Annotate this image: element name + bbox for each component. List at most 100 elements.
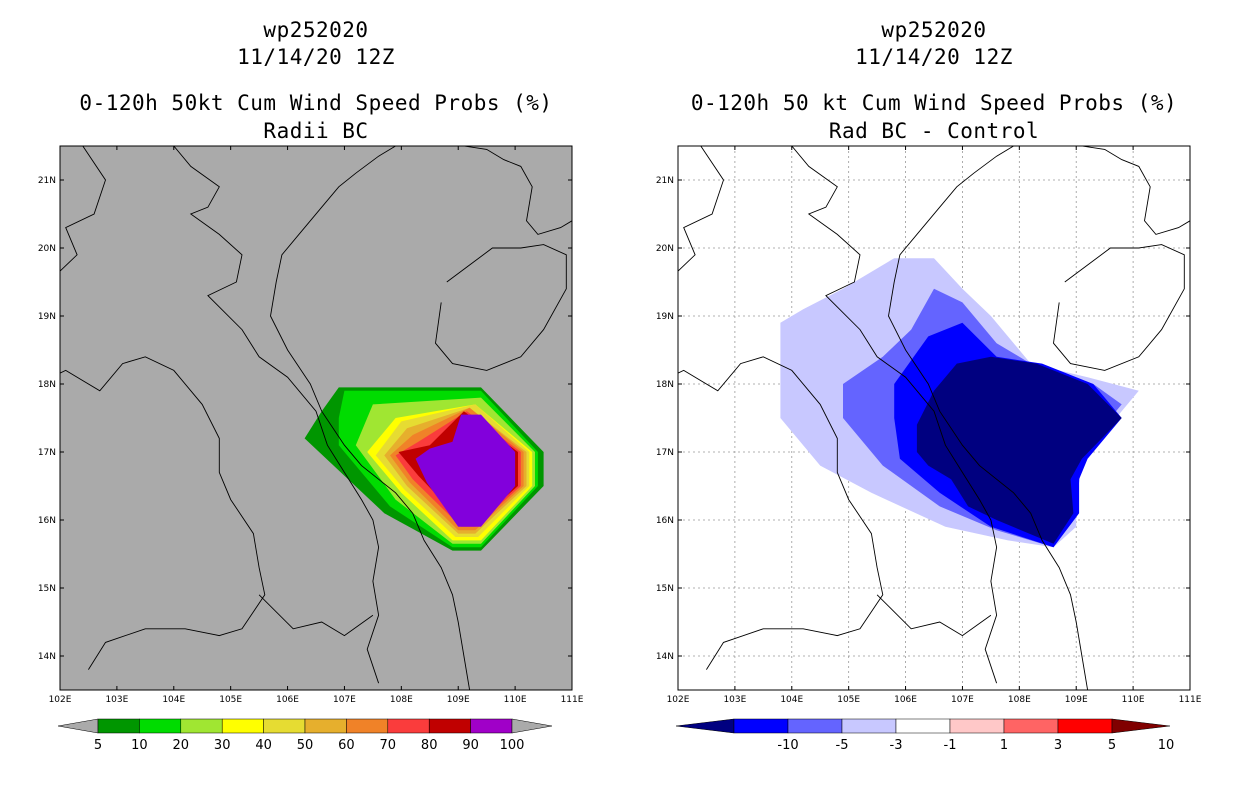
left-chart-subtitle: Radii BC — [263, 119, 369, 143]
x-tick-label: 108E — [390, 695, 413, 705]
colorbar-swatch — [263, 718, 306, 734]
colorbar-label: 40 — [255, 738, 272, 753]
map-frame — [677, 145, 1191, 691]
colorbar-label: -1 — [944, 738, 957, 753]
x-tick-label: 106E — [276, 695, 299, 705]
right-chart-subtitle: Rad BC - Control — [828, 119, 1040, 143]
coastline — [173, 146, 380, 684]
colorbar-swatch — [1003, 718, 1059, 734]
colorbar-swatch — [787, 718, 843, 734]
colorbar-label: 3 — [1054, 738, 1062, 753]
y-tick-label: 17N — [656, 448, 674, 458]
x-tick-label: 109E — [447, 695, 470, 705]
coastline — [1013, 146, 1190, 235]
colorbar-label: 50 — [297, 738, 314, 753]
colorbar-label: -5 — [836, 738, 849, 753]
x-tick-label: 107E — [951, 695, 974, 705]
left-storm-id: wp252020 — [263, 18, 369, 42]
map-frame — [59, 145, 573, 691]
colorbar-swatch — [841, 718, 897, 734]
colorbar-swatch — [733, 718, 789, 734]
left-colorbar: 5 10 20 30 40 50 60 70 80 90 100 — [57, 718, 553, 753]
colorbar-swatch — [304, 718, 347, 734]
coastline — [876, 594, 992, 637]
x-tick-label: 107E — [333, 695, 356, 705]
y-tick-label: 16N — [656, 516, 674, 526]
colorbar-low-arrow — [675, 718, 735, 734]
colorbar-label: 70 — [380, 738, 397, 753]
x-tick-label: 105E — [219, 695, 242, 705]
left-datetime: 11/14/20 12Z — [237, 45, 395, 69]
colorbar-swatch — [949, 718, 1005, 734]
y-tick-label: 18N — [38, 380, 56, 390]
y-tick-label: 15N — [656, 584, 674, 594]
y-tick-label: 21N — [656, 176, 674, 186]
x-tick-label: 105E — [837, 695, 860, 705]
colorbar-low-arrow — [57, 718, 99, 734]
x-tick-label: 103E — [723, 695, 746, 705]
colorbar-swatch — [895, 718, 951, 734]
right-map-panel: 14N 15N 16N 17N 18N 19N 20N 21N 102E 103E 104E 105E… — [656, 145, 1202, 705]
right-chart-title: 0-120h 50 kt Cum Wind Speed Probs (%) — [690, 91, 1178, 115]
colorbar-label: 5 — [1108, 738, 1116, 753]
x-tick-label: 108E — [1008, 695, 1031, 705]
left-chart-title: 0-120h 50kt Cum Wind Speed Probs (%) — [79, 91, 553, 115]
y-tick-label: 14N — [38, 652, 56, 662]
colorbar-label: -10 — [777, 738, 798, 753]
colorbar-swatch — [221, 718, 264, 734]
colorbar-label: 100 — [500, 738, 525, 753]
y-tick-label: 20N — [38, 244, 56, 254]
colorbar-label: 80 — [421, 738, 438, 753]
colorbar-swatch — [470, 718, 513, 734]
coastline — [435, 244, 567, 371]
colorbar-swatch — [97, 718, 140, 734]
x-tick-label: 109E — [1065, 695, 1088, 705]
colorbar-swatch — [428, 718, 471, 734]
colorbar-swatch — [180, 718, 223, 734]
coastline — [60, 146, 266, 670]
coastline — [1053, 244, 1185, 371]
colorbar-label: 10 — [131, 738, 148, 753]
colorbar-label: 1 — [1000, 738, 1008, 753]
coastline — [791, 146, 998, 684]
colorbar-label: 30 — [214, 738, 231, 753]
left-map-panel: 14N 15N 16N 17N 18N 19N 20N 21N 102E 103E 104E 105E… — [38, 145, 584, 705]
x-tick-label: 104E — [162, 695, 185, 705]
coastline — [678, 146, 884, 670]
x-tick-label: 110E — [504, 695, 527, 705]
right-storm-id: wp252020 — [881, 18, 987, 42]
colorbar-swatch — [1057, 718, 1113, 734]
y-tick-label: 17N — [38, 448, 56, 458]
colorbar-swatch — [139, 718, 182, 734]
y-tick-label: 15N — [38, 584, 56, 594]
y-tick-label: 19N — [38, 312, 56, 322]
colorbar-swatch — [387, 718, 430, 734]
y-tick-label: 16N — [38, 516, 56, 526]
colorbar-label: 20 — [173, 738, 190, 753]
x-tick-label: 111E — [561, 695, 584, 705]
colorbar-high-arrow — [511, 718, 553, 734]
x-tick-label: 110E — [1122, 695, 1145, 705]
contour-level-90 — [415, 414, 516, 527]
y-tick-label: 19N — [656, 312, 674, 322]
coastline — [888, 146, 1089, 690]
contour-level-neg10 — [916, 356, 1122, 544]
x-tick-label: 102E — [667, 695, 690, 705]
y-tick-label: 14N — [656, 652, 674, 662]
colorbar-label: 5 — [94, 738, 102, 753]
colorbar-label: -3 — [890, 738, 903, 753]
colorbar-label: 90 — [462, 738, 479, 753]
coastline — [395, 146, 572, 235]
colorbar-swatch — [346, 718, 389, 734]
colorbar-label: 60 — [338, 738, 355, 753]
x-tick-label: 104E — [780, 695, 803, 705]
x-tick-label: 103E — [105, 695, 128, 705]
coastline — [258, 594, 374, 637]
x-tick-label: 111E — [1179, 695, 1202, 705]
colorbar-high-arrow — [1111, 718, 1171, 734]
right-colorbar: -10 -5 -3 -1 1 3 5 10 — [675, 718, 1175, 753]
colorbar-label: 10 — [1158, 738, 1175, 753]
right-datetime: 11/14/20 12Z — [855, 45, 1013, 69]
coastline — [270, 146, 471, 690]
